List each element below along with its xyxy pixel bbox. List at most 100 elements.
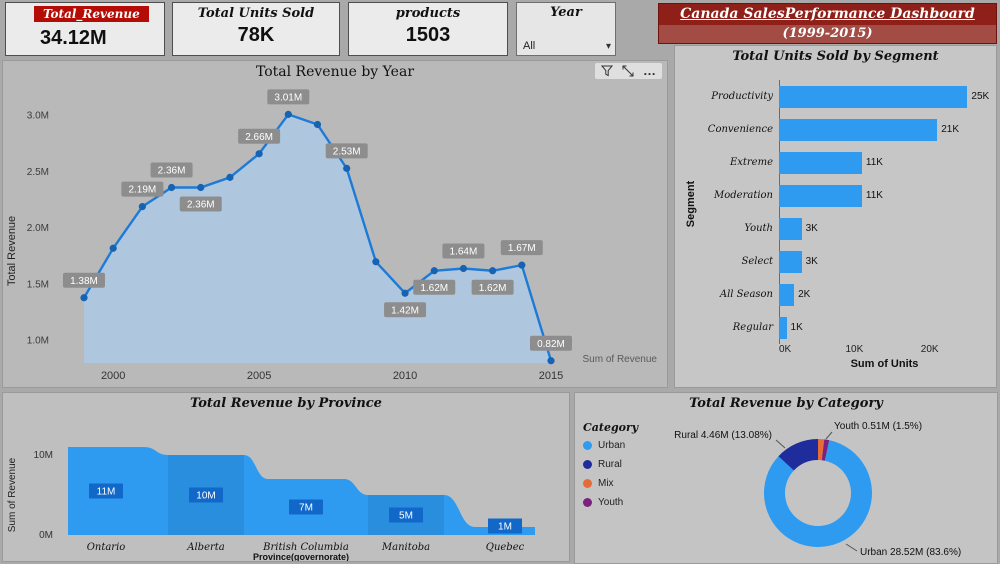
legend-dot (583, 479, 592, 488)
focus-mode-icon[interactable] (622, 65, 634, 77)
data-point[interactable] (343, 164, 351, 172)
data-point[interactable] (138, 203, 146, 211)
category-legend: Category Urban Rural Mix Youth (583, 421, 638, 516)
data-point[interactable] (226, 173, 234, 181)
chart-title: Total Revenue by Province (190, 396, 382, 411)
revenue-by-province-chart[interactable]: 11M 10M 7M 5M 1M 0M 10M Sum of Revenue Ontario Al… (3, 413, 571, 561)
data-point[interactable] (401, 289, 409, 297)
filter-icon[interactable] (601, 65, 613, 77)
value-label: 25K (971, 91, 990, 102)
units-by-segment-panel: Total Units Sold by Segment Segment Prod… (674, 45, 997, 388)
x-tick: 0K (779, 344, 792, 355)
category-label: Productivity (711, 91, 773, 102)
province-area[interactable] (68, 447, 535, 535)
year-slicer[interactable]: Year All ▾ (516, 2, 616, 56)
legend-item-rural[interactable]: Rural (583, 459, 638, 470)
data-point[interactable] (489, 267, 497, 275)
revenue-by-year-chart[interactable]: 1.0M 1.5M 2.0M 2.5M 3.0M 2000 2005 2010 2015 Tota… (3, 81, 669, 387)
category-label: All Season (719, 289, 773, 300)
callout-label: Youth 0.51M (1.5%) (834, 421, 922, 432)
data-point[interactable] (167, 183, 176, 192)
x-axis-ticks: 0K 10K 20K (779, 344, 990, 357)
data-label: 1.62M (479, 283, 507, 294)
series-legend: Sum of Revenue (583, 354, 658, 365)
kpi-value-total-revenue: 34.12M (40, 27, 107, 49)
value-label: 21K (941, 124, 960, 135)
data-label-chip (121, 181, 164, 197)
y-tick: 0M (39, 530, 53, 541)
value-label: 11K (865, 157, 883, 168)
category-label: Regular (732, 322, 773, 333)
category-label: Convenience (707, 124, 773, 135)
value-label: 11K (865, 190, 883, 201)
legend-item-mix[interactable]: Mix (583, 478, 638, 489)
bar-youth[interactable] (779, 217, 802, 240)
bar-productivity[interactable] (779, 85, 968, 108)
category-label: Ontario (87, 542, 126, 553)
callout-line (775, 439, 786, 449)
category-label: Manitoba (381, 542, 430, 553)
segment-bars: Productivity 25K Convenience 21K Extreme 11K M… (699, 80, 990, 344)
donut-segment-youth[interactable] (821, 439, 830, 461)
data-point[interactable] (459, 264, 468, 273)
category-label: Alberta (186, 542, 225, 553)
slicer-selected-value[interactable]: All (523, 40, 536, 52)
data-point[interactable] (518, 261, 526, 269)
data-point[interactable] (430, 267, 438, 275)
data-point[interactable] (197, 183, 205, 192)
data-point[interactable] (284, 110, 292, 118)
data-label: 1.38M (70, 276, 98, 287)
data-point[interactable] (313, 120, 322, 129)
kpi-value-products: 1503 (405, 24, 451, 46)
category-label: British Columbia (262, 542, 349, 553)
x-tick: 2000 (101, 370, 125, 382)
donut-segment-rural[interactable] (778, 439, 818, 471)
bar-select[interactable] (779, 250, 802, 273)
data-point[interactable] (255, 150, 263, 158)
value-label: 7M (299, 503, 313, 514)
data-label-chip (471, 279, 514, 295)
kpi-card-total-units: Total Units Sold 78K (172, 2, 340, 56)
bar-all-season[interactable] (779, 283, 795, 306)
callout-line (825, 431, 833, 440)
callout-label: Urban 28.52M (83.6%) (860, 547, 961, 558)
more-options-icon[interactable]: … (643, 63, 656, 78)
data-point[interactable] (80, 294, 88, 302)
value-label: 3K (805, 256, 818, 267)
data-label-chip (267, 89, 310, 105)
data-label: 0.82M (537, 339, 565, 350)
bar-regular[interactable] (779, 316, 787, 339)
data-label-chip (63, 272, 105, 288)
x-axis-title: Sum of Units (850, 358, 919, 370)
x-axis-title: Province(governorate) (253, 552, 349, 561)
revenue-by-category-panel: Total Revenue by Category Category Urban… (574, 392, 998, 564)
legend-item-youth[interactable]: Youth (583, 497, 638, 508)
bar-extreme[interactable] (779, 151, 862, 174)
dashboard-title-banner: Canada SalesPerformance Dashboard (1999-… (658, 3, 997, 44)
legend-item-urban[interactable]: Urban (583, 440, 638, 451)
y-tick: 2.0M (27, 223, 49, 234)
legend-dot (583, 441, 592, 450)
legend-label: Youth (598, 497, 624, 508)
data-point[interactable] (109, 244, 117, 252)
chart-title: Total Revenue by Year (255, 64, 415, 80)
donut-segment-mix[interactable] (818, 439, 825, 461)
data-label-chip (384, 302, 427, 318)
category-label: Youth (744, 223, 773, 234)
y-axis-title: Segment (685, 180, 697, 228)
chevron-down-icon[interactable]: ▾ (605, 40, 611, 52)
bar-moderation[interactable] (779, 184, 862, 207)
bar-convenience[interactable] (779, 118, 938, 141)
data-point[interactable] (372, 258, 380, 266)
data-label: 1.64M (450, 247, 478, 258)
kpi-card-products: products 1503 (348, 2, 508, 56)
data-label-chip (500, 240, 543, 256)
data-label: 1.67M (508, 243, 536, 254)
data-label-chip (238, 128, 281, 144)
data-point[interactable] (547, 357, 555, 365)
donut-segment-urban[interactable] (764, 440, 872, 547)
revenue-by-category-chart[interactable]: Urban 28.52M (83.6%) Rural 4.46M (13.08%)… (575, 413, 999, 564)
x-tick: 2010 (393, 370, 417, 382)
x-tick: 20K (920, 344, 939, 355)
bar-row: Regular 1K (699, 311, 990, 344)
